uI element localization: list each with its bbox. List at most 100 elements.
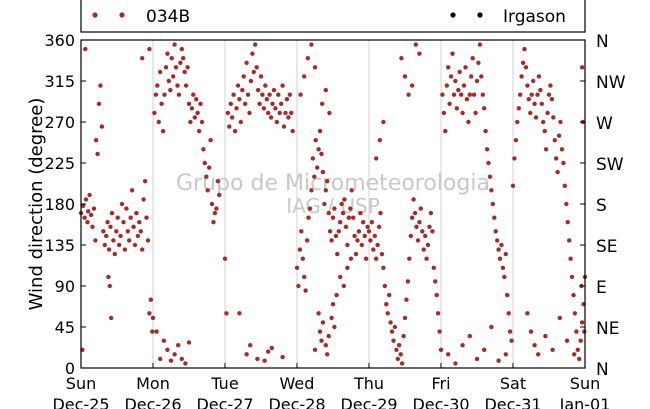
point-034b-194 (327, 229, 333, 234)
point-034b-200 (336, 229, 341, 234)
point-034b-417 (543, 333, 548, 339)
point-034b-274 (408, 233, 413, 239)
point-034b-47 (145, 238, 151, 243)
point-034b-138 (255, 87, 261, 93)
point-034b-37 (131, 224, 136, 229)
point-034b-148 (270, 101, 275, 107)
point-034b-322 (464, 97, 470, 102)
point-034b-81 (188, 119, 193, 125)
point-034b-176 (302, 274, 307, 280)
point-034b-43 (140, 247, 145, 252)
point-034b-250 (374, 256, 379, 261)
point-034b-99 (214, 206, 219, 211)
point-034b-182 (310, 156, 315, 161)
point-034b-65 (165, 51, 170, 56)
point-034b-237 (330, 302, 336, 307)
point-034b-297 (406, 92, 411, 97)
point-034b-257 (384, 302, 389, 307)
point-034b-236 (329, 315, 334, 321)
point-034b-333 (480, 92, 485, 97)
point-034b-284 (423, 233, 428, 239)
point-034b-413 (525, 311, 530, 316)
x-tick-day-3: Wed (280, 374, 315, 393)
point-034b-374 (526, 97, 531, 102)
point-034b-343 (495, 238, 500, 243)
point-034b-329 (474, 78, 480, 84)
point-034b-276 (411, 197, 416, 202)
point-034b-60 (158, 69, 163, 75)
point-034b-22 (109, 210, 115, 216)
point-034b-253 (378, 210, 383, 216)
point-034b-267 (398, 352, 403, 357)
point-034b-309 (446, 65, 451, 70)
point-034b-411 (579, 320, 585, 325)
point-034b-360 (489, 324, 494, 330)
point-034b-421 (572, 352, 577, 357)
point-034b-354 (446, 352, 451, 357)
point-034b-154 (279, 101, 284, 107)
point-034b-109 (186, 340, 192, 345)
point-034b-13 (96, 101, 102, 107)
point-034b-215 (358, 210, 363, 216)
point-034b-366 (515, 119, 520, 125)
point-034b-312 (450, 51, 455, 56)
point-034b-387 (545, 110, 550, 116)
point-034b-146 (267, 92, 272, 97)
point-034b-289 (430, 229, 435, 234)
point-034b-305 (440, 92, 445, 97)
point-034b-308 (444, 83, 449, 88)
point-034b-244 (312, 347, 318, 352)
watermark-line-1: Grupo de Micrometeorologia (176, 171, 490, 196)
point-034b-130 (244, 60, 249, 65)
point-034b-207 (346, 215, 351, 220)
y-tick-label-270: 270 (44, 113, 75, 132)
point-034b-14 (98, 83, 103, 88)
point-034b-362 (503, 352, 508, 357)
point-034b-85 (194, 97, 199, 102)
point-034b-4 (85, 220, 90, 225)
point-034b-87 (196, 128, 202, 134)
point-034b-227 (323, 87, 328, 93)
point-034b-241 (341, 283, 346, 289)
point-034b-363 (510, 183, 516, 188)
point-034b-348 (502, 274, 507, 280)
point-034b-220 (365, 224, 370, 229)
point-034b-132 (247, 110, 252, 116)
point-034b-382 (538, 87, 543, 93)
point-034b-340 (490, 201, 495, 207)
point-034b-190 (322, 201, 327, 207)
point-034b-124 (235, 83, 241, 88)
point-034b-337 (486, 160, 491, 166)
point-034b-164 (244, 352, 249, 357)
point-034b-217 (361, 220, 366, 225)
point-034b-339 (489, 188, 494, 193)
point-034b-359 (482, 347, 487, 352)
x-tick-day-6: Sat (500, 374, 526, 393)
point-034b-406 (572, 311, 578, 316)
point-034b-219 (363, 256, 369, 261)
point-034b-246 (368, 238, 373, 243)
y-tick-label-right-135: SE (596, 237, 618, 257)
x-tick-day-7: Sun (570, 374, 600, 393)
point-034b-341 (492, 215, 497, 220)
point-034b-367 (516, 106, 521, 111)
point-034b-169 (269, 345, 274, 351)
x-tick-date-7: Jan-01 (559, 395, 611, 409)
point-034b-20 (106, 247, 112, 252)
point-034b-3 (83, 197, 89, 202)
point-034b-203 (340, 210, 346, 216)
point-034b-120 (230, 115, 235, 120)
point-034b-307 (443, 128, 448, 134)
point-034b-352 (507, 329, 513, 334)
point-034b-275 (410, 215, 415, 220)
point-034b-19 (105, 220, 110, 225)
point-034b-383 (539, 101, 544, 107)
point-034b-404 (569, 274, 575, 280)
point-034b-72 (175, 83, 180, 88)
point-034b-33 (125, 229, 130, 234)
point-034b-242 (345, 265, 350, 270)
y-tick-label-225: 225 (44, 154, 75, 173)
point-034b-173 (297, 247, 303, 252)
point-034b-16 (101, 229, 106, 234)
point-034b-389 (548, 83, 553, 88)
